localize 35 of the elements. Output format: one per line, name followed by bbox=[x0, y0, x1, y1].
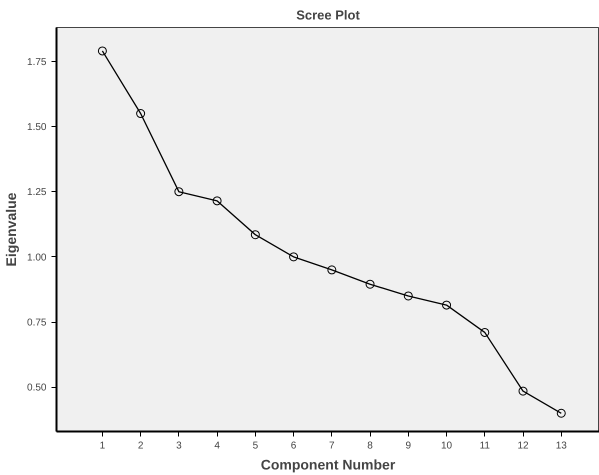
x-tick-label: 3 bbox=[176, 440, 182, 452]
x-axis-title: Component Number bbox=[260, 456, 396, 472]
x-tick-label: 6 bbox=[290, 440, 297, 452]
point bbox=[136, 109, 146, 118]
x-tick-label: 13 bbox=[556, 440, 568, 452]
point bbox=[212, 196, 222, 206]
y-tick-label: 1.75 bbox=[27, 56, 47, 68]
y-tick-label: 0.50 bbox=[27, 382, 47, 394]
point bbox=[327, 265, 336, 274]
point bbox=[98, 46, 107, 56]
point bbox=[480, 328, 490, 337]
x-tick-label: 11 bbox=[480, 440, 490, 452]
x-tick-label: 9 bbox=[406, 440, 412, 452]
point bbox=[556, 408, 566, 418]
x-tick-label: 8 bbox=[367, 440, 374, 452]
x-tick-label: 12 bbox=[517, 440, 530, 452]
y-tick-label: 0.75 bbox=[27, 318, 47, 329]
x-tick-label: 2 bbox=[138, 440, 144, 452]
point bbox=[250, 230, 260, 240]
x-tick-label: 5 bbox=[252, 440, 259, 452]
y-tick-label: 1.50 bbox=[27, 122, 47, 134]
y-tick-label: 1.00 bbox=[27, 252, 47, 264]
point bbox=[442, 300, 452, 310]
point bbox=[404, 291, 413, 300]
y-axis-title: Eigenvalue bbox=[3, 192, 20, 266]
y-tick-label: 1.25 bbox=[27, 187, 47, 198]
chart-title: Scree Plot bbox=[296, 8, 360, 22]
x-tick-label: 10 bbox=[440, 440, 453, 452]
point bbox=[289, 252, 298, 262]
point bbox=[174, 187, 184, 196]
point bbox=[518, 386, 528, 396]
point bbox=[366, 280, 375, 289]
x-tick-label: 4 bbox=[214, 440, 220, 452]
x-tick-label: 7 bbox=[329, 440, 336, 452]
x-tick-label: 1 bbox=[100, 440, 106, 452]
